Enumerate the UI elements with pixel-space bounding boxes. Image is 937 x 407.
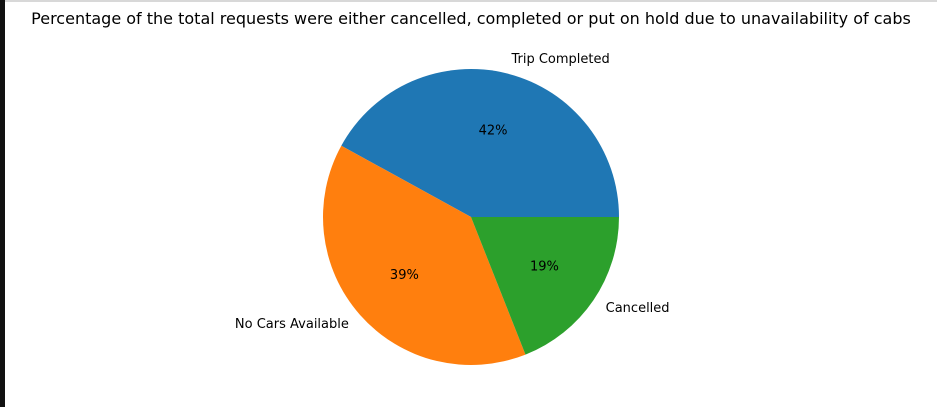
pie-slice-cancelled [471, 217, 619, 355]
slice-label-cancelled: Cancelled [606, 301, 670, 316]
slice-percent-trip-completed: 42% [479, 123, 508, 138]
slice-percent-cancelled: 19% [530, 259, 559, 274]
pie-labels: Trip Completed 42% No Cars Available 39% Can… [235, 52, 670, 332]
window-left-border [0, 0, 5, 407]
pie-slice-no-cars-available [323, 145, 526, 365]
slice-percent-no-cars-available: 39% [390, 268, 419, 283]
window-top-border [5, 0, 937, 2]
slice-label-no-cars-available: No Cars Available [235, 317, 349, 332]
pie-slices [323, 68, 619, 365]
slice-label-trip-completed: Trip Completed [510, 52, 609, 67]
chart-title: Percentage of the total requests were ei… [31, 9, 911, 28]
pie-slice-trip-completed [341, 68, 619, 217]
